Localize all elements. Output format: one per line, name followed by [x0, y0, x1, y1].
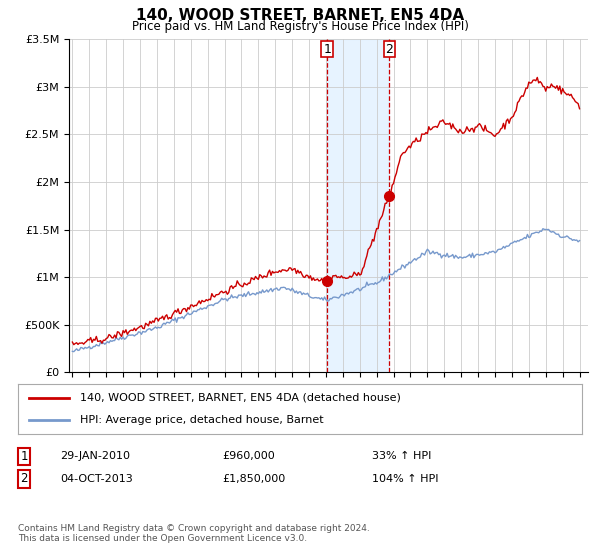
Text: 1: 1	[20, 450, 28, 463]
Text: 104% ↑ HPI: 104% ↑ HPI	[372, 474, 439, 484]
Text: 2: 2	[385, 43, 393, 55]
Text: Price paid vs. HM Land Registry's House Price Index (HPI): Price paid vs. HM Land Registry's House …	[131, 20, 469, 32]
Text: 140, WOOD STREET, BARNET, EN5 4DA: 140, WOOD STREET, BARNET, EN5 4DA	[136, 8, 464, 24]
Text: 2: 2	[20, 472, 28, 486]
Text: 04-OCT-2013: 04-OCT-2013	[60, 474, 133, 484]
Text: 29-JAN-2010: 29-JAN-2010	[60, 451, 130, 461]
Text: £1,850,000: £1,850,000	[222, 474, 285, 484]
Text: £960,000: £960,000	[222, 451, 275, 461]
Text: Contains HM Land Registry data © Crown copyright and database right 2024.
This d: Contains HM Land Registry data © Crown c…	[18, 524, 370, 543]
Bar	[327, 39, 389, 372]
Text: HPI: Average price, detached house, Barnet: HPI: Average price, detached house, Barn…	[80, 415, 323, 425]
Text: 33% ↑ HPI: 33% ↑ HPI	[372, 451, 431, 461]
Text: 140, WOOD STREET, BARNET, EN5 4DA (detached house): 140, WOOD STREET, BARNET, EN5 4DA (detac…	[80, 393, 401, 403]
Text: 1: 1	[323, 43, 331, 55]
